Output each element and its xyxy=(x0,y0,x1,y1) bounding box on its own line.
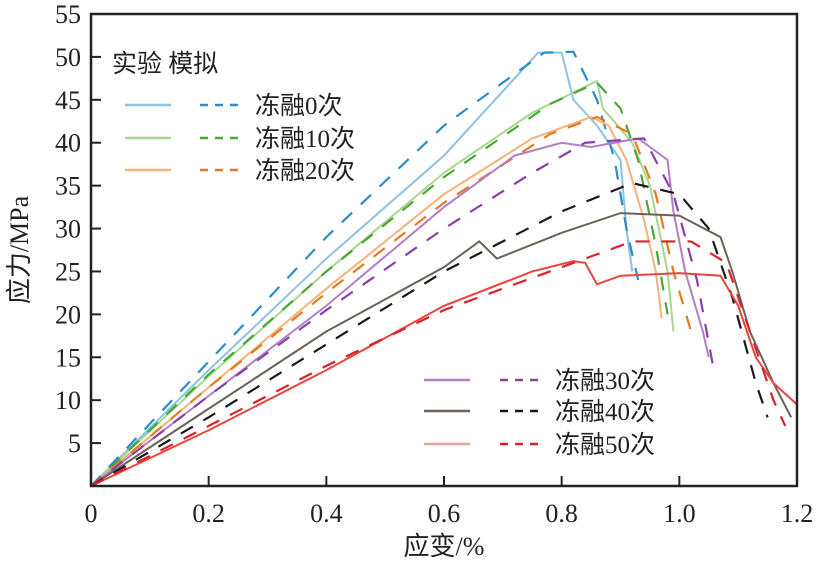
series-line-7 xyxy=(90,137,716,487)
x-tick-label: 0.2 xyxy=(192,499,225,528)
x-tick-label: 0.8 xyxy=(545,499,578,528)
legend-label: 冻融20次 xyxy=(255,157,355,185)
y-tick-label: 35 xyxy=(55,172,81,201)
series-line-3 xyxy=(90,81,669,487)
legend-label: 冻融10次 xyxy=(255,125,355,153)
y-tick-label: 5 xyxy=(68,429,81,458)
legend-label: 冻融30次 xyxy=(555,367,655,395)
legend-label: 冻融0次 xyxy=(255,92,343,120)
y-axis-label: 应力/MPa xyxy=(5,195,34,304)
series-line-10 xyxy=(90,260,798,487)
x-tick-label: 0.6 xyxy=(428,499,461,528)
series-line-4 xyxy=(90,115,663,487)
y-tick-label: 40 xyxy=(55,129,81,158)
x-axis-label: 应变/% xyxy=(404,532,485,561)
legend-label: 冻融50次 xyxy=(555,431,655,459)
y-tick-label: 10 xyxy=(55,386,81,415)
y-tick-label: 30 xyxy=(55,215,81,244)
ticks-group: 0 0.2 0.4 0.6 0.8 1.0 1.2 5 10 15 20 25 30 35 40 45 50 55 xyxy=(55,0,813,528)
x-tick-label: 0 xyxy=(85,499,98,528)
series-line-0 xyxy=(90,51,634,487)
y-tick-label: 15 xyxy=(55,343,81,372)
y-tick-label: 20 xyxy=(55,300,81,329)
series-group xyxy=(90,50,798,487)
x-tick-label: 0.4 xyxy=(310,499,343,528)
y-tick-label: 25 xyxy=(55,257,81,286)
plot-frame xyxy=(89,12,799,488)
series-line-6 xyxy=(90,137,710,487)
y-tick-label: 45 xyxy=(55,86,81,115)
legend-label: 冻融40次 xyxy=(555,398,655,426)
series-line-11 xyxy=(90,240,787,487)
legend-header: 实验 模拟 xyxy=(112,50,218,78)
y-tick-label: 50 xyxy=(55,43,81,72)
x-tick-label: 1.0 xyxy=(663,499,696,528)
series-line-5 xyxy=(90,115,693,487)
series-line-9 xyxy=(90,181,769,487)
y-tick-label: 55 xyxy=(55,0,81,29)
x-tick-label: 1.2 xyxy=(781,499,814,528)
series-line-1 xyxy=(90,50,640,487)
